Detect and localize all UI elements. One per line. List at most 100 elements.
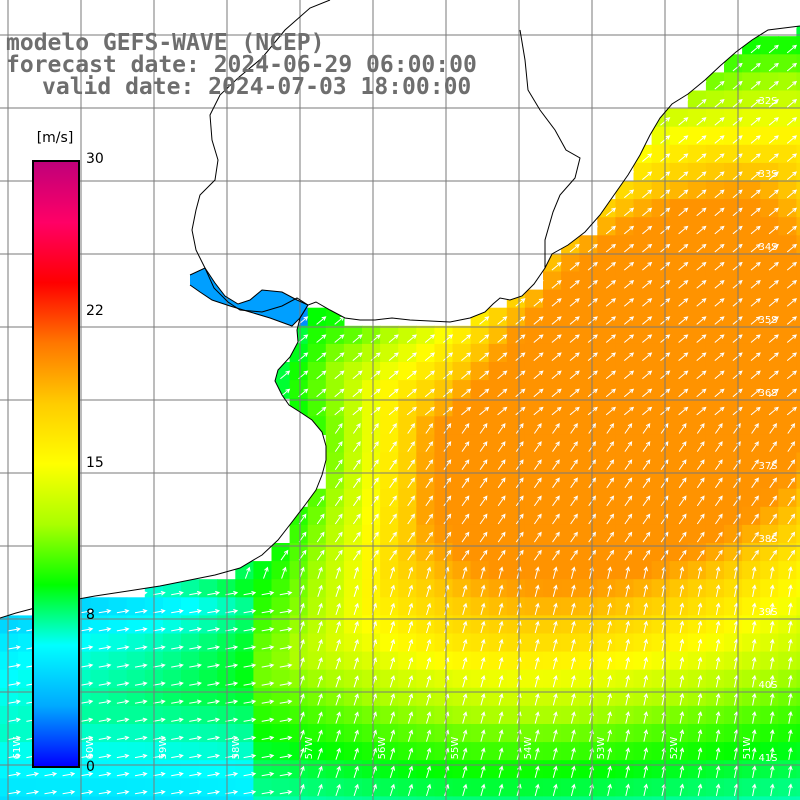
wind-arrow bbox=[44, 771, 58, 777]
title-forecast-date: forecast date: 2024-06-29 06:00:00 bbox=[6, 52, 477, 78]
wind-arrow bbox=[769, 783, 775, 797]
wind-arrow bbox=[98, 699, 112, 705]
wind-arrow bbox=[769, 729, 775, 742]
speed-cell bbox=[760, 724, 779, 743]
speed-cell bbox=[126, 742, 146, 761]
speed-cell bbox=[307, 307, 327, 327]
wind-arrow bbox=[642, 477, 651, 489]
speed-cell bbox=[524, 705, 544, 725]
wind-arrow bbox=[750, 153, 761, 162]
wind-arrow bbox=[696, 298, 707, 307]
wind-arrow bbox=[353, 602, 359, 616]
speed-cell bbox=[470, 506, 490, 526]
speed-cell bbox=[362, 742, 381, 761]
wind-arrow bbox=[642, 225, 653, 235]
wind-arrow bbox=[607, 747, 612, 760]
wind-arrow bbox=[80, 663, 94, 668]
wind-arrow bbox=[407, 747, 414, 760]
speed-cell bbox=[543, 506, 562, 526]
wind-arrow bbox=[153, 790, 166, 795]
speed-cell bbox=[597, 778, 616, 797]
wind-arrow bbox=[407, 783, 414, 797]
speed-cell bbox=[597, 561, 616, 580]
speed-cell bbox=[724, 760, 743, 779]
speed-cell bbox=[633, 199, 653, 218]
wind-arrow bbox=[498, 747, 504, 760]
wind-arrow bbox=[769, 674, 775, 688]
speed-cell bbox=[325, 470, 345, 490]
speed-cell bbox=[380, 325, 399, 345]
wind-arrow bbox=[715, 638, 721, 652]
wind-arrow bbox=[750, 243, 761, 253]
wind-arrow bbox=[768, 189, 779, 199]
speed-cell bbox=[543, 325, 562, 345]
speed-cell bbox=[687, 380, 707, 399]
speed-cell bbox=[687, 126, 707, 146]
wind-arrow bbox=[533, 531, 542, 543]
speed-cell bbox=[72, 778, 92, 797]
speed-cell bbox=[362, 778, 381, 797]
speed-cell bbox=[669, 597, 689, 616]
speed-cell bbox=[615, 543, 635, 562]
speed-cell bbox=[615, 561, 635, 580]
wind-arrow bbox=[623, 334, 635, 343]
speed-cell bbox=[325, 488, 345, 508]
speed-cell bbox=[597, 452, 616, 472]
speed-cell bbox=[253, 796, 273, 800]
speed-cell bbox=[416, 760, 435, 779]
speed-cell bbox=[778, 452, 797, 472]
wind-arrow bbox=[769, 656, 775, 670]
wind-arrow bbox=[98, 681, 112, 686]
speed-cell bbox=[362, 687, 381, 707]
wind-arrow bbox=[696, 243, 707, 253]
speed-cell bbox=[561, 470, 580, 490]
speed-cell bbox=[343, 742, 363, 761]
speed-cell bbox=[380, 597, 399, 616]
wind-arrow bbox=[98, 790, 112, 795]
speed-cell bbox=[434, 470, 454, 490]
speed-cell bbox=[615, 416, 635, 435]
speed-cell bbox=[705, 126, 725, 146]
wind-arrow bbox=[171, 753, 184, 759]
speed-cell bbox=[597, 343, 616, 363]
speed-cell bbox=[524, 579, 544, 598]
wind-arrow bbox=[388, 352, 399, 361]
speed-cell bbox=[398, 742, 417, 761]
speed-cell bbox=[452, 488, 472, 508]
speed-cell bbox=[687, 217, 707, 236]
speed-cell bbox=[687, 470, 707, 490]
wind-arrow bbox=[243, 590, 257, 596]
speed-cell bbox=[760, 543, 779, 562]
speed-cell bbox=[506, 488, 526, 508]
wind-arrow bbox=[570, 783, 576, 797]
speed-cell bbox=[633, 162, 653, 182]
wind-arrow bbox=[606, 549, 615, 561]
speed-cell bbox=[579, 398, 598, 417]
speed-cell bbox=[307, 615, 327, 635]
wind-arrow bbox=[788, 729, 793, 742]
speed-cell bbox=[543, 760, 562, 779]
speed-cell bbox=[778, 343, 797, 363]
speed-cell bbox=[615, 615, 635, 635]
speed-cell bbox=[470, 362, 490, 381]
wind-arrow bbox=[607, 566, 612, 579]
land-area bbox=[190, 268, 308, 326]
speed-cell bbox=[597, 760, 616, 779]
speed-cell bbox=[416, 434, 435, 454]
speed-cell bbox=[651, 398, 671, 417]
speed-cell bbox=[343, 362, 363, 381]
speed-cell bbox=[543, 307, 562, 327]
wind-arrow bbox=[732, 117, 743, 126]
wind-arrow bbox=[788, 747, 793, 760]
speed-cell bbox=[199, 705, 218, 725]
speed-cell bbox=[615, 199, 635, 218]
speed-cell bbox=[108, 705, 128, 725]
speed-cell bbox=[543, 470, 562, 490]
speed-cell bbox=[633, 362, 653, 381]
wind-arrow bbox=[715, 692, 721, 706]
speed-cell bbox=[724, 651, 743, 671]
speed-cell bbox=[669, 524, 689, 544]
wind-arrow bbox=[80, 771, 94, 777]
speed-cell bbox=[633, 669, 653, 689]
wind-arrow bbox=[424, 352, 436, 361]
